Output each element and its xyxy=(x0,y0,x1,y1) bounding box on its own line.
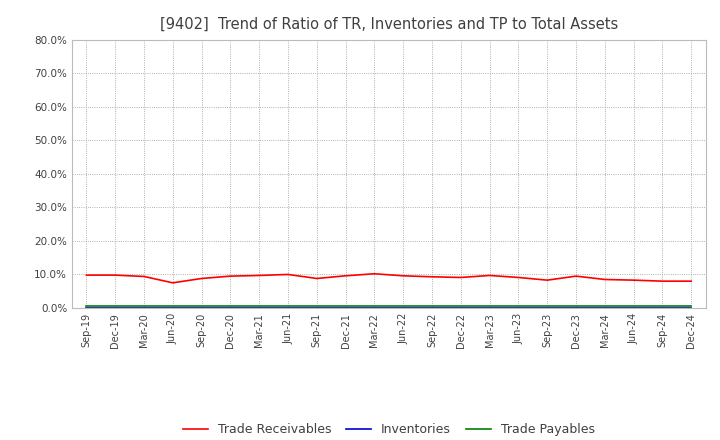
Trade Payables xyxy=(399,304,408,309)
Inventories xyxy=(168,305,177,310)
Trade Receivables xyxy=(197,276,206,281)
Trade Payables xyxy=(284,304,292,309)
Trade Payables xyxy=(168,304,177,309)
Trade Receivables xyxy=(111,272,120,278)
Inventories xyxy=(514,305,523,310)
Trade Payables xyxy=(312,304,321,309)
Trade Receivables xyxy=(572,274,580,279)
Inventories xyxy=(600,305,609,310)
Trade Payables xyxy=(485,304,494,309)
Inventories xyxy=(370,305,379,310)
Inventories xyxy=(629,305,638,310)
Trade Receivables xyxy=(312,276,321,281)
Trade Receivables xyxy=(629,278,638,283)
Trade Payables xyxy=(255,304,264,309)
Trade Receivables xyxy=(341,273,350,279)
Trade Receivables xyxy=(514,275,523,280)
Inventories xyxy=(197,305,206,310)
Trade Receivables xyxy=(370,271,379,276)
Trade Receivables xyxy=(168,280,177,286)
Trade Receivables xyxy=(456,275,465,280)
Inventories xyxy=(485,305,494,310)
Legend: Trade Receivables, Inventories, Trade Payables: Trade Receivables, Inventories, Trade Pa… xyxy=(178,418,600,440)
Trade Payables xyxy=(543,304,552,309)
Trade Receivables xyxy=(226,274,235,279)
Inventories xyxy=(341,305,350,310)
Trade Payables xyxy=(197,304,206,309)
Trade Payables xyxy=(658,304,667,309)
Inventories xyxy=(226,305,235,310)
Trade Payables xyxy=(111,304,120,309)
Trade Receivables xyxy=(600,277,609,282)
Inventories xyxy=(82,305,91,310)
Trade Receivables xyxy=(140,274,148,279)
Trade Receivables xyxy=(485,273,494,278)
Inventories xyxy=(255,305,264,310)
Trade Receivables xyxy=(428,274,436,279)
Trade Payables xyxy=(428,304,436,309)
Trade Payables xyxy=(514,304,523,309)
Trade Payables xyxy=(140,304,148,309)
Trade Payables xyxy=(82,304,91,309)
Inventories xyxy=(428,305,436,310)
Line: Trade Receivables: Trade Receivables xyxy=(86,274,691,283)
Trade Receivables xyxy=(399,273,408,279)
Trade Receivables xyxy=(284,272,292,277)
Trade Payables xyxy=(370,304,379,309)
Inventories xyxy=(543,305,552,310)
Trade Payables xyxy=(341,304,350,309)
Trade Receivables xyxy=(82,272,91,278)
Trade Receivables xyxy=(543,278,552,283)
Inventories xyxy=(140,305,148,310)
Trade Payables xyxy=(629,304,638,309)
Trade Payables xyxy=(687,304,696,309)
Trade Receivables xyxy=(658,279,667,284)
Trade Receivables xyxy=(687,279,696,284)
Inventories xyxy=(456,305,465,310)
Inventories xyxy=(284,305,292,310)
Trade Payables xyxy=(226,304,235,309)
Title: [9402]  Trend of Ratio of TR, Inventories and TP to Total Assets: [9402] Trend of Ratio of TR, Inventories… xyxy=(160,16,618,32)
Inventories xyxy=(658,305,667,310)
Trade Payables xyxy=(600,304,609,309)
Inventories xyxy=(572,305,580,310)
Inventories xyxy=(111,305,120,310)
Inventories xyxy=(399,305,408,310)
Trade Payables xyxy=(572,304,580,309)
Inventories xyxy=(687,305,696,310)
Trade Payables xyxy=(456,304,465,309)
Inventories xyxy=(312,305,321,310)
Trade Receivables xyxy=(255,273,264,278)
